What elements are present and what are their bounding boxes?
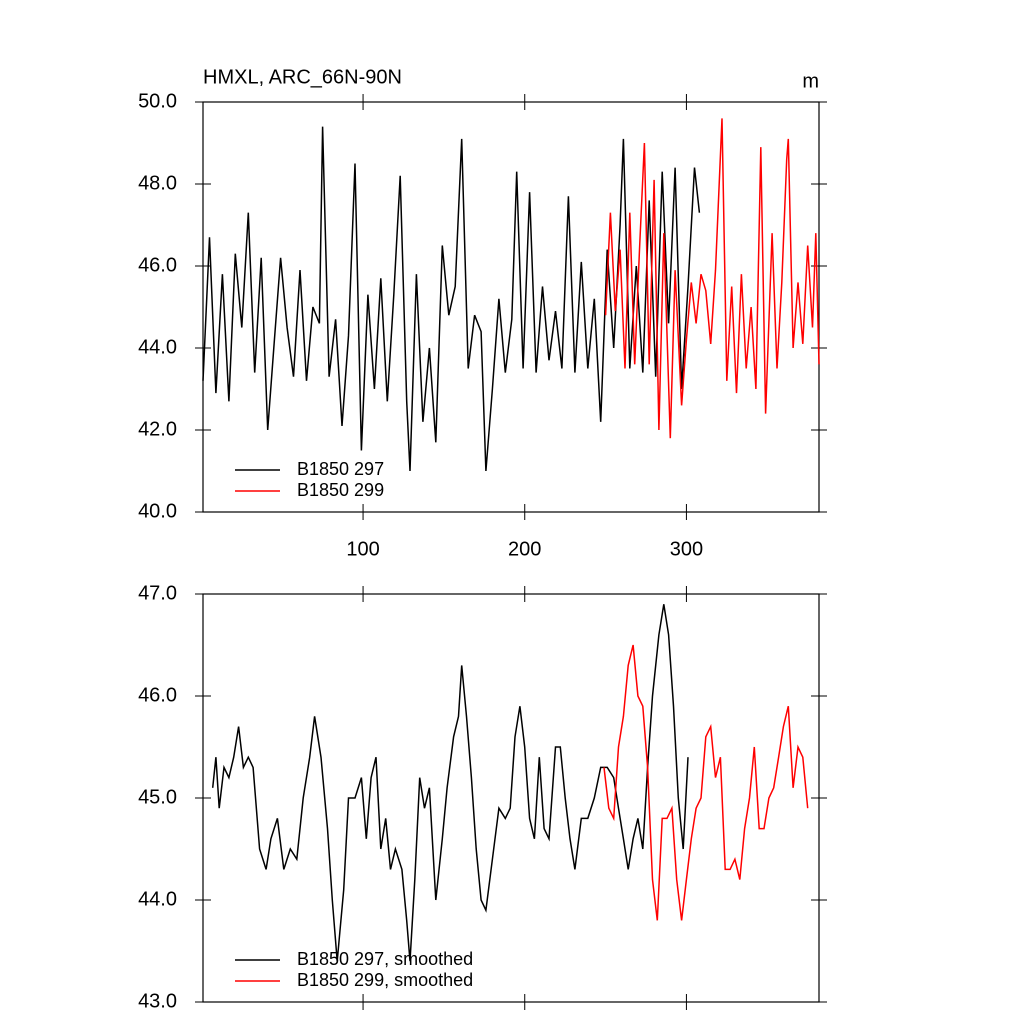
- series-line: [604, 118, 820, 439]
- x-tick-label: 300: [670, 538, 703, 560]
- legend-label: B1850 299, smoothed: [297, 970, 473, 990]
- series-line: [202, 126, 701, 472]
- series-line: [603, 644, 809, 921]
- y-tick-label: 46.0: [138, 254, 177, 276]
- y-tick-label: 48.0: [138, 172, 177, 194]
- y-tick-label: 40.0: [138, 500, 177, 522]
- series-line: [211, 604, 689, 962]
- legend-label: B1850 297: [297, 459, 384, 479]
- legend-label: B1850 299: [297, 480, 384, 500]
- units-label: m: [802, 70, 819, 92]
- x-tick-label: 100: [346, 538, 379, 560]
- x-tick-label: 200: [508, 538, 541, 560]
- y-tick-label: 44.0: [138, 336, 177, 358]
- plot-frame: [202, 101, 820, 513]
- chart-title: HMXL, ARC_66N-90N: [203, 66, 402, 88]
- y-tick-label: 46.0: [138, 684, 177, 706]
- y-tick-label: 50.0: [138, 90, 177, 112]
- y-tick-label: 43.0: [138, 990, 177, 1012]
- y-tick-label: 45.0: [138, 786, 177, 808]
- y-tick-label: 42.0: [138, 418, 177, 440]
- y-tick-label: 44.0: [138, 888, 177, 910]
- legend-label: B1850 297, smoothed: [297, 949, 473, 969]
- y-tick-label: 47.0: [138, 582, 177, 604]
